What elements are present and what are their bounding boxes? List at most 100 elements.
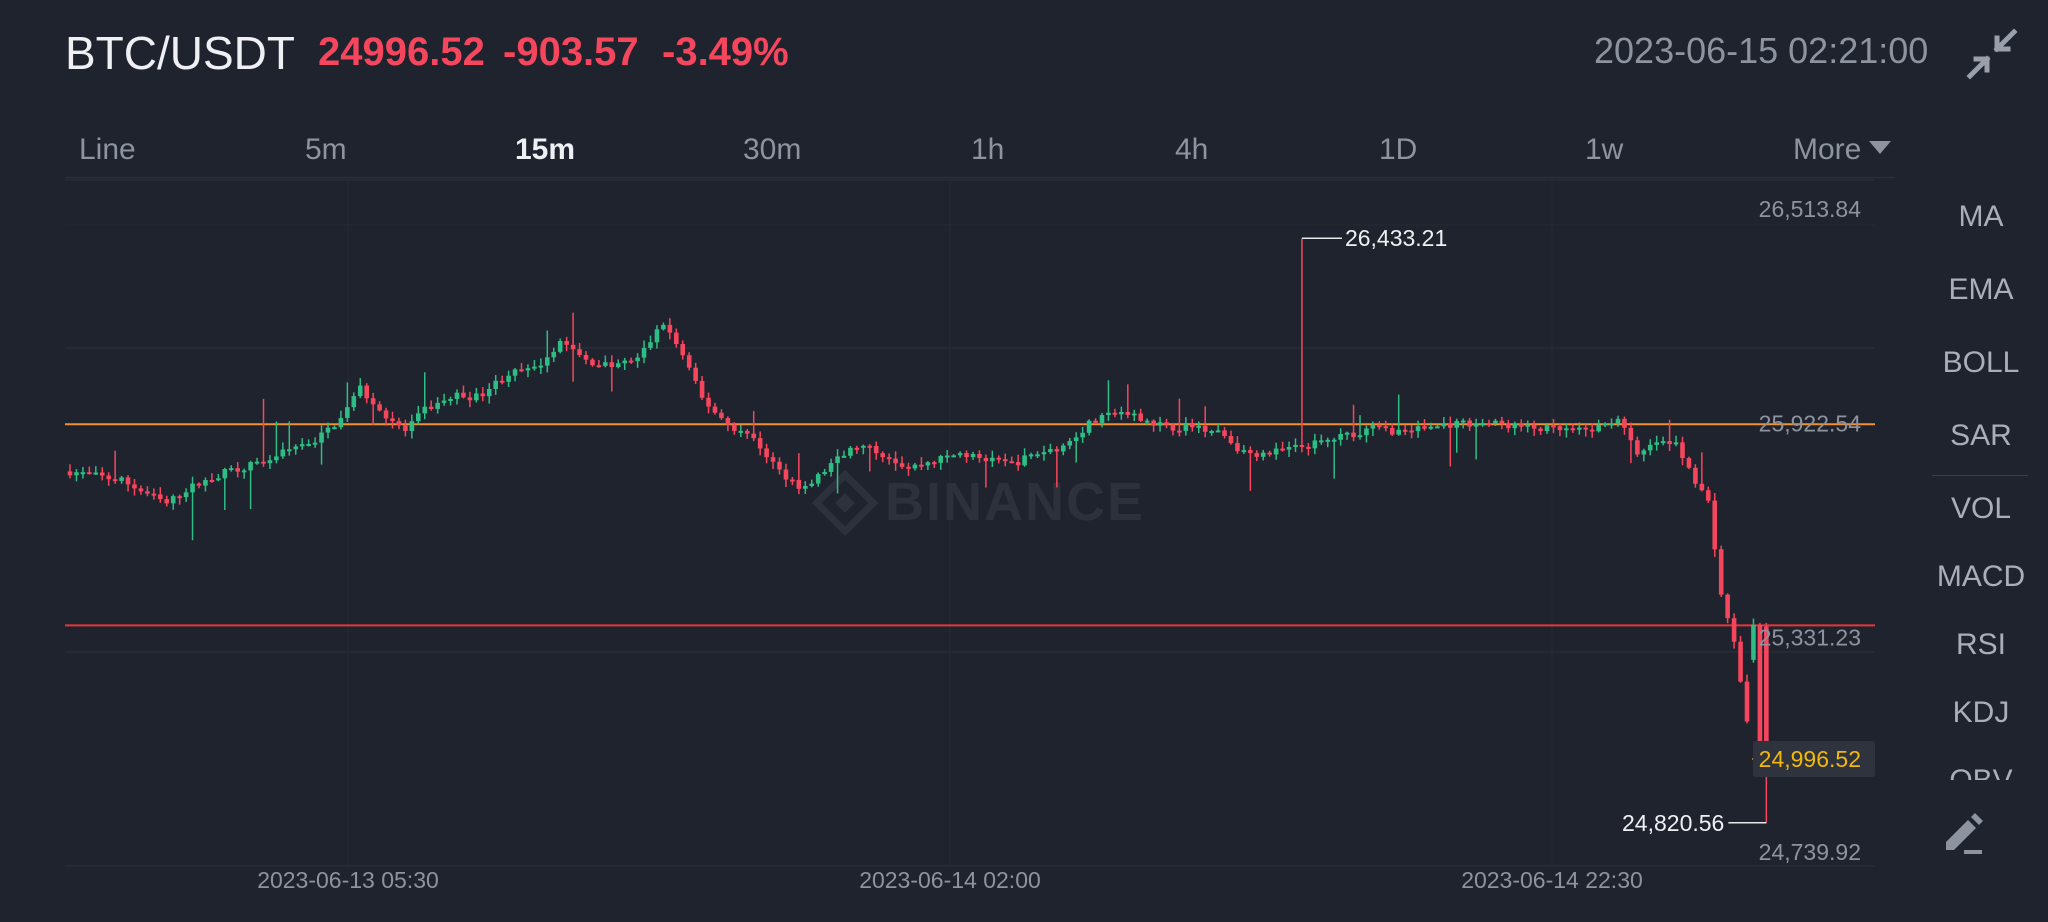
candle [1480, 418, 1485, 427]
candle-body [1583, 427, 1589, 430]
tab-1w[interactable]: 1w [1585, 133, 1624, 166]
candle-body [190, 483, 195, 493]
candle [1344, 431, 1350, 440]
indicator-ema[interactable]: EMA [1948, 273, 2014, 306]
candle-body [1028, 454, 1034, 457]
candle-body [1441, 423, 1447, 427]
candle [177, 494, 182, 505]
candle [1596, 419, 1601, 433]
candle [1448, 416, 1453, 467]
candle [1764, 622, 1769, 823]
indicator-obv[interactable]: OBV [1916, 764, 2046, 780]
candle [622, 357, 627, 370]
indicator-ma[interactable]: MA [1958, 200, 2004, 233]
candle [951, 454, 956, 458]
candle [396, 417, 402, 430]
candle [312, 437, 318, 448]
candle [190, 476, 195, 541]
candle-body [1241, 450, 1247, 453]
candle [815, 472, 821, 487]
candle-body [557, 341, 563, 352]
collapse-arrows-icon [1966, 28, 2018, 80]
candle-body [648, 342, 653, 348]
candle-body [686, 355, 692, 368]
candle-body [1757, 624, 1763, 749]
candle-body [1564, 428, 1569, 431]
tab-30m[interactable]: 30m [743, 133, 802, 166]
candle [545, 330, 550, 373]
collapse-button[interactable] [1964, 26, 2020, 82]
candle [1338, 428, 1343, 446]
candle [841, 450, 847, 458]
candle [699, 376, 705, 400]
tab-line[interactable]: Line [79, 133, 136, 166]
candle [1286, 441, 1292, 457]
candle [409, 414, 415, 439]
candle [280, 442, 286, 459]
candle-body [1680, 442, 1685, 459]
tab-more[interactable]: More [1793, 133, 1892, 167]
candle [125, 475, 131, 492]
tab-1d[interactable]: 1D [1379, 133, 1418, 166]
candle-body [1170, 424, 1176, 431]
candle-body [764, 448, 769, 458]
candle [1512, 421, 1518, 436]
trading-pair[interactable]: BTC/USDT [65, 27, 295, 79]
tab-5m[interactable]: 5m [305, 133, 347, 166]
candle [493, 375, 498, 395]
tab-15m[interactable]: 15m [515, 133, 576, 166]
candle-body [1383, 426, 1389, 429]
indicator-sar[interactable]: SAR [1950, 419, 2012, 452]
candle [1718, 545, 1724, 598]
indicator-rsi[interactable]: RSI [1955, 628, 2006, 661]
candle-body [938, 456, 944, 463]
candle [241, 468, 247, 479]
candle [428, 400, 434, 411]
candle [1473, 418, 1479, 460]
drawing-tool-button[interactable] [1938, 808, 1988, 858]
candle [790, 477, 795, 486]
candle [1583, 424, 1589, 437]
candle-body [441, 400, 447, 403]
candle [712, 402, 718, 415]
indicator-kdj[interactable]: KDJ [1952, 696, 2010, 729]
candle-body [1338, 433, 1343, 440]
candle [474, 387, 479, 403]
candle [1112, 408, 1118, 418]
indicator-boll[interactable]: BOLL [1942, 346, 2020, 379]
candle-body [1319, 440, 1324, 443]
tab-4h[interactable]: 4h [1175, 133, 1209, 166]
candle-body [235, 468, 240, 472]
candle-body [970, 453, 976, 458]
indicator-macd[interactable]: MACD [1936, 560, 2026, 593]
candle-body [1699, 483, 1705, 491]
candle [1106, 380, 1111, 421]
candle [1564, 423, 1569, 438]
candle [738, 424, 744, 438]
candle-body [99, 472, 105, 476]
candle [1757, 622, 1763, 751]
candle-body [325, 427, 331, 433]
watermark-logo-icon [811, 469, 879, 537]
candle [1267, 450, 1272, 457]
candle [325, 422, 331, 439]
candlestick-chart[interactable]: BINANCE 26,433.21 24,820.56 24,996.52 26,5… [0, 0, 1916, 922]
candle [416, 405, 421, 425]
last-price: 24996.52 [318, 30, 485, 74]
candle [145, 486, 150, 497]
candle-body [1131, 413, 1137, 416]
candle-body [1557, 426, 1563, 431]
candle-body [1693, 467, 1698, 484]
candle-body [119, 477, 124, 481]
candle [151, 488, 157, 500]
candle-body [1093, 420, 1098, 423]
tab-1h[interactable]: 1h [971, 133, 1005, 166]
candle-body [1641, 450, 1647, 455]
indicator-divider [1932, 475, 2028, 476]
candle-body [87, 472, 92, 475]
candle [906, 462, 911, 476]
indicator-vol[interactable]: VOL [1950, 492, 2012, 525]
candle-body [964, 453, 969, 458]
candle-body [132, 484, 137, 489]
candle [67, 464, 73, 479]
